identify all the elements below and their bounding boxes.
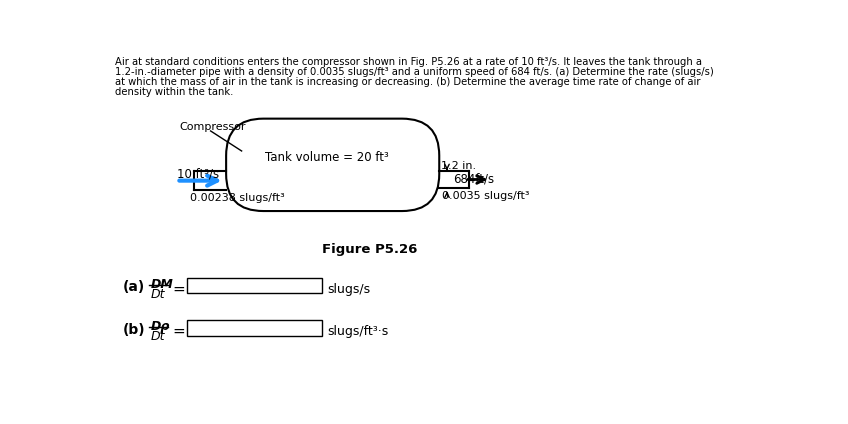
Text: slugs/ft³·s: slugs/ft³·s: [326, 325, 388, 338]
Text: Figure P5.26: Figure P5.26: [321, 243, 417, 257]
Text: Air at standard conditions enters the compressor shown in Fig. P5.26 at a rate o: Air at standard conditions enters the co…: [115, 57, 702, 67]
Text: 0.0035 slugs/ft³: 0.0035 slugs/ft³: [442, 191, 529, 201]
Text: Tank volume = 20 ft³: Tank volume = 20 ft³: [265, 151, 388, 164]
Text: Dρ: Dρ: [151, 321, 170, 333]
Text: 0.00238 slugs/ft³: 0.00238 slugs/ft³: [190, 193, 284, 204]
Text: DM: DM: [151, 278, 174, 291]
Text: 10 ft³/s: 10 ft³/s: [176, 168, 219, 181]
Text: 1.2-in.-diameter pipe with a density of 0.0035 slugs/ft³ and a uniform speed of : 1.2-in.-diameter pipe with a density of …: [115, 67, 714, 77]
Text: =: =: [173, 324, 186, 339]
Text: Dt: Dt: [151, 288, 165, 301]
Text: Dt: Dt: [151, 330, 165, 343]
FancyBboxPatch shape: [226, 119, 439, 211]
Text: at which the mass of air in the tank is increasing or decreasing. (b) Determine : at which the mass of air in the tank is …: [115, 77, 700, 87]
Text: Compressor: Compressor: [180, 122, 246, 132]
Text: (b): (b): [123, 323, 146, 337]
Text: 684ft/s: 684ft/s: [453, 173, 494, 186]
Text: =: =: [173, 282, 186, 297]
Text: slugs/s: slugs/s: [326, 283, 370, 296]
FancyBboxPatch shape: [187, 278, 322, 293]
Text: density within the tank.: density within the tank.: [115, 87, 234, 97]
Text: (a): (a): [123, 280, 145, 294]
Text: 1.2 in.: 1.2 in.: [441, 161, 476, 171]
FancyBboxPatch shape: [187, 321, 322, 336]
